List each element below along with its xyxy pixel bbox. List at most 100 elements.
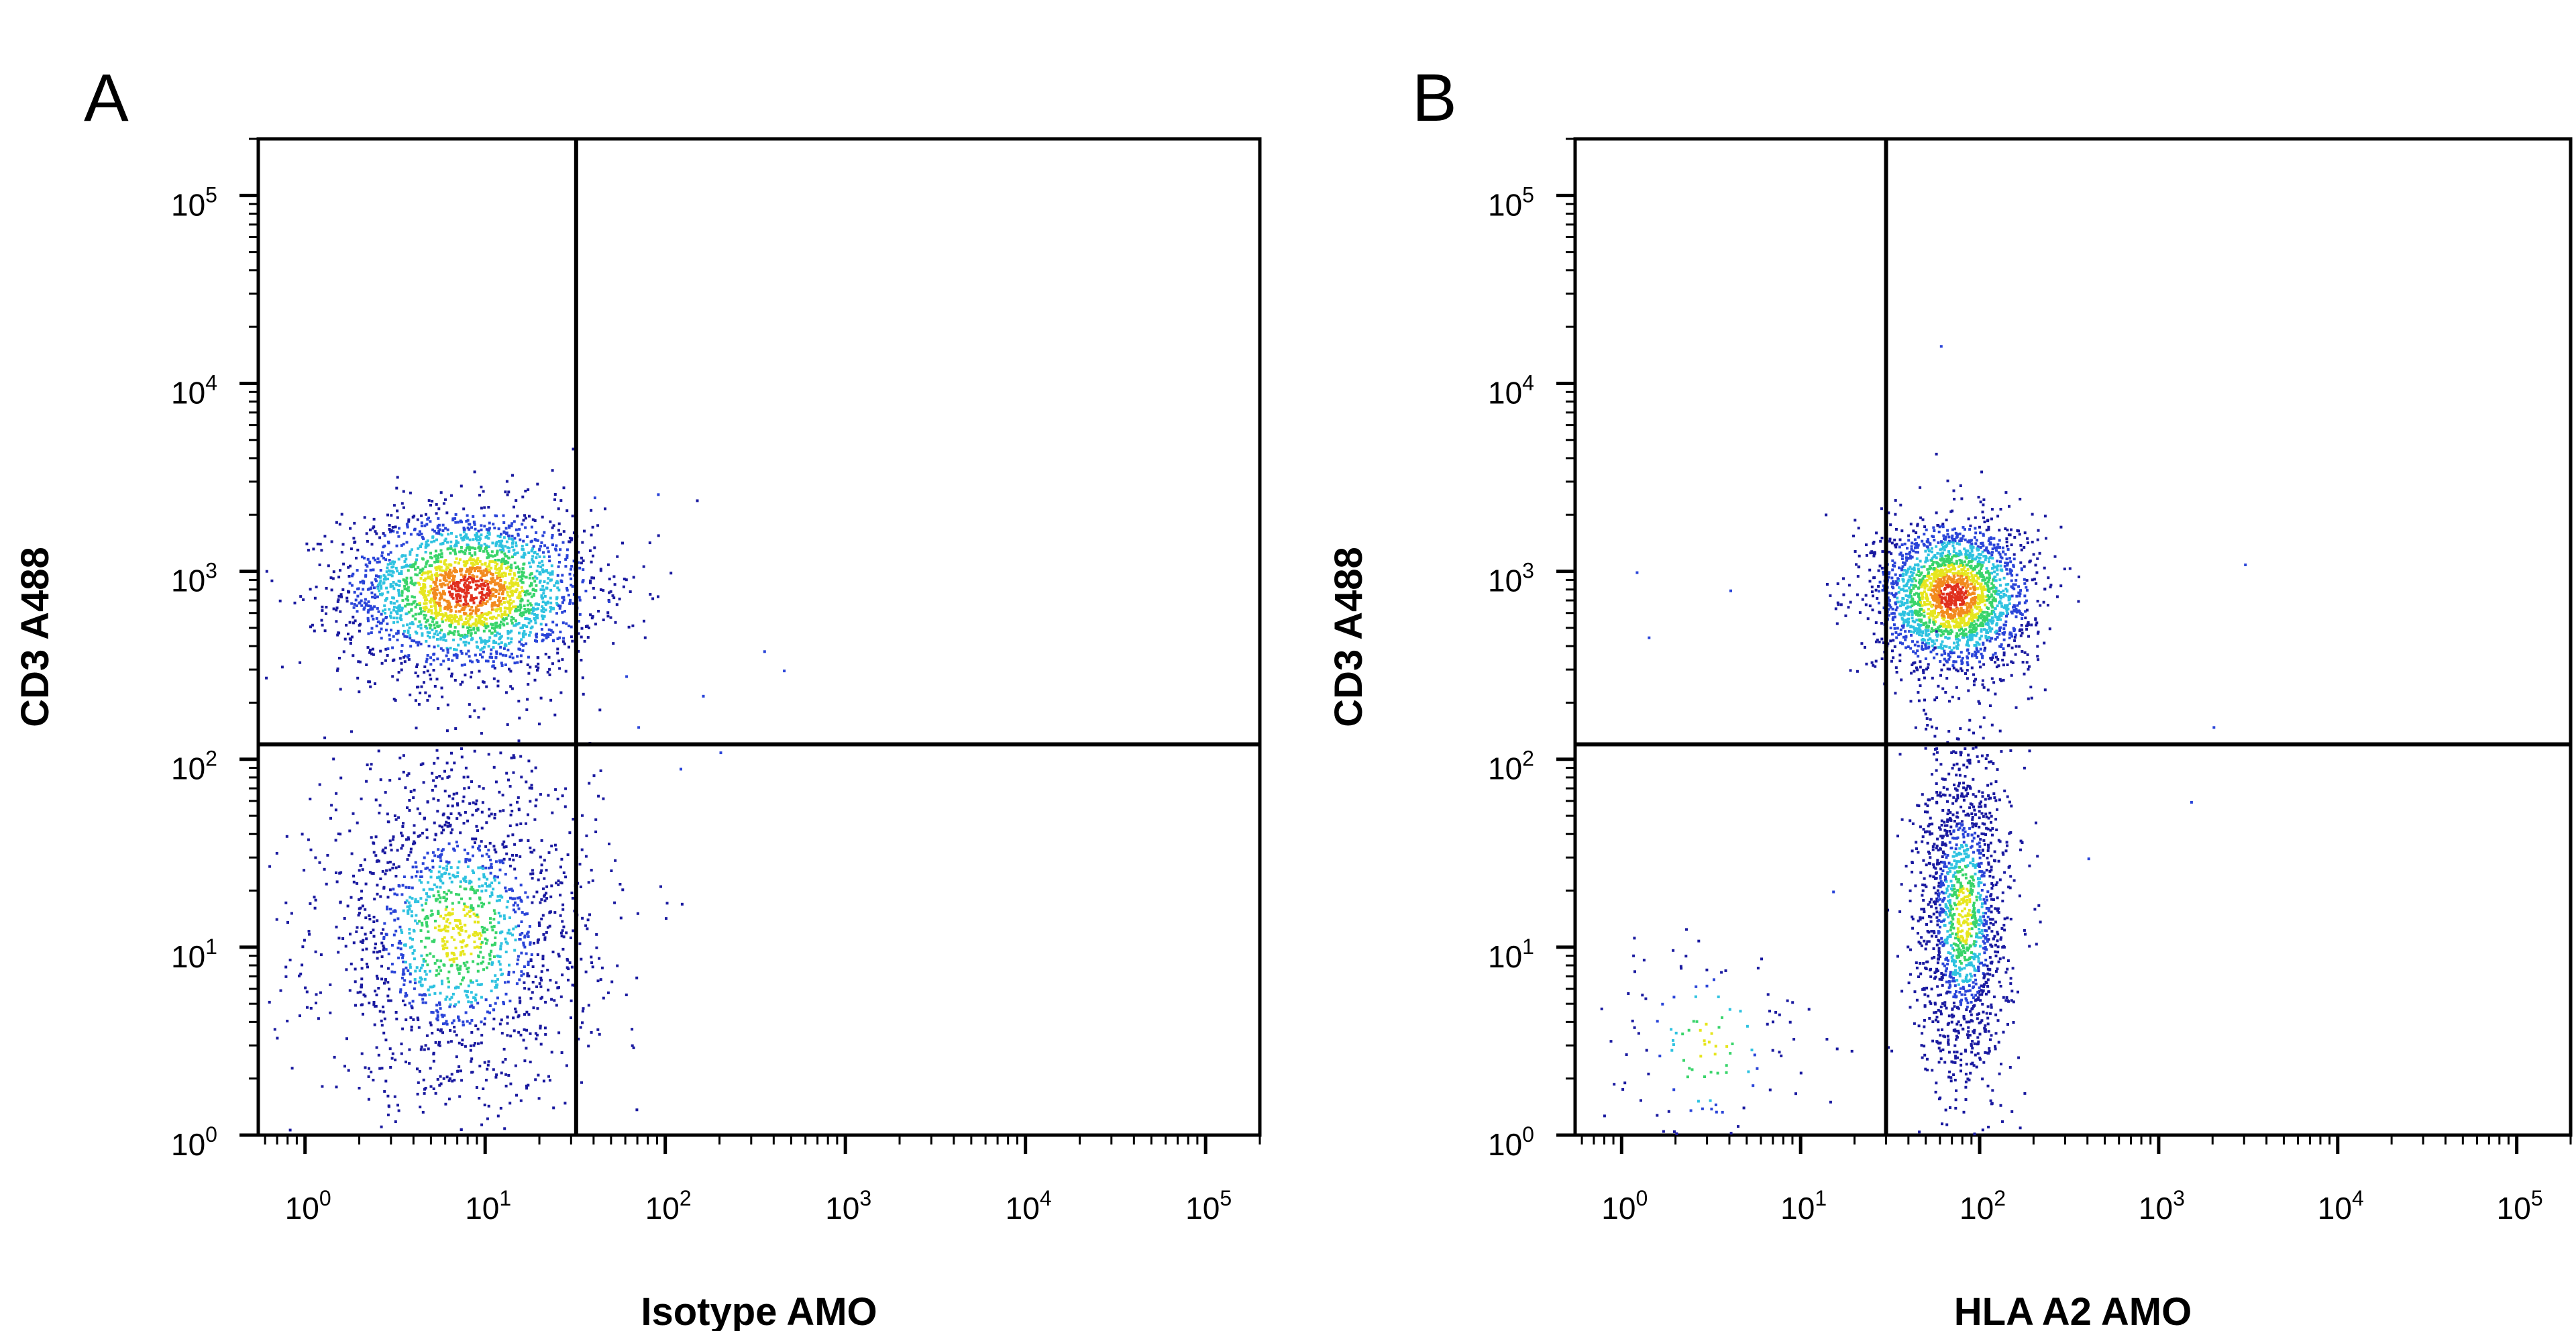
event-dot [390, 629, 392, 632]
event-dot [439, 880, 443, 883]
event-dot [402, 655, 405, 659]
event-dot [455, 594, 459, 598]
event-dot [441, 695, 444, 698]
event-dot [505, 531, 508, 535]
event-dot [557, 880, 560, 882]
event-dot [474, 588, 477, 591]
event-dot [389, 583, 392, 586]
event-dot [531, 869, 534, 872]
event-dot [482, 902, 485, 906]
event-dot [437, 798, 440, 802]
event-dot [432, 617, 435, 621]
event-dot [527, 759, 531, 763]
event-dot [608, 578, 611, 581]
event-dot [514, 624, 517, 627]
event-dot [495, 650, 498, 653]
event-dot [491, 555, 494, 558]
event-dot [441, 1031, 444, 1034]
event-dot [439, 549, 443, 552]
event-dot [285, 835, 288, 838]
event-dot [415, 966, 419, 969]
event-dot [461, 1039, 464, 1042]
event-dot [519, 855, 522, 858]
event-dot [478, 885, 481, 888]
event-dot [423, 579, 427, 582]
event-dot [445, 1020, 448, 1023]
event-dot [302, 598, 305, 601]
event-dot [472, 960, 475, 963]
event-dot [452, 617, 455, 620]
event-dot [491, 541, 494, 545]
event-dot [465, 533, 468, 536]
event-dot [478, 1097, 481, 1100]
event-dot [441, 574, 444, 577]
event-dot [547, 794, 550, 797]
event-dot [513, 562, 517, 565]
event-dot [491, 572, 494, 576]
event-dot [436, 1014, 439, 1017]
event-dot [543, 895, 546, 898]
event-dot [355, 930, 358, 933]
event-dot [511, 537, 514, 541]
event-dot [465, 570, 468, 574]
event-dot [559, 548, 562, 551]
event-dot [1946, 553, 1949, 557]
event-dot [483, 617, 486, 620]
event-dot [1916, 649, 1919, 653]
event-dot [608, 843, 610, 845]
event-dot [621, 541, 624, 545]
event-dot [392, 562, 395, 566]
event-dot [376, 606, 379, 610]
event-dot [472, 515, 475, 518]
event-dot [390, 574, 394, 578]
event-dot [411, 615, 415, 618]
event-dot [533, 617, 536, 620]
event-dot [473, 622, 476, 625]
event-dot [472, 580, 475, 584]
event-dot [511, 589, 514, 592]
event-dot [475, 535, 478, 539]
event-dot [561, 596, 564, 599]
event-dot [472, 598, 475, 602]
event-dot [449, 831, 453, 835]
event-dot [439, 573, 442, 576]
event-dot [268, 1000, 271, 1004]
event-dot [536, 669, 539, 672]
event-dot [372, 1079, 375, 1081]
event-dot [1825, 583, 1829, 586]
event-dot [386, 654, 389, 657]
event-dot [420, 533, 423, 535]
event-dot [1894, 513, 1897, 516]
event-dot [502, 861, 504, 865]
event-dot [614, 859, 617, 862]
event-dot [482, 968, 485, 971]
event-dot [473, 749, 476, 753]
event-dot [468, 581, 471, 584]
event-dot [559, 631, 562, 633]
event-dot [380, 637, 383, 640]
event-dot [478, 617, 481, 621]
event-dot [458, 933, 462, 937]
event-dot [1963, 547, 1966, 551]
event-dot [404, 565, 407, 568]
event-dot [572, 602, 575, 605]
event-dot [553, 843, 557, 847]
event-dot [321, 1085, 324, 1088]
event-dot [345, 1037, 348, 1041]
event-dot [435, 577, 438, 580]
event-dot [511, 933, 514, 937]
event-dot [538, 723, 541, 726]
event-dot [423, 681, 425, 684]
event-dot [408, 928, 411, 931]
event-dot [458, 1065, 461, 1068]
event-dot [462, 560, 466, 564]
event-dot [409, 963, 412, 966]
event-dot [547, 635, 550, 639]
event-dot [383, 534, 386, 537]
event-dot [1902, 572, 1905, 576]
event-dot [409, 565, 413, 568]
event-dot [423, 1048, 426, 1051]
event-dot [380, 1019, 383, 1022]
event-dot [437, 556, 440, 560]
event-dot [511, 535, 514, 537]
